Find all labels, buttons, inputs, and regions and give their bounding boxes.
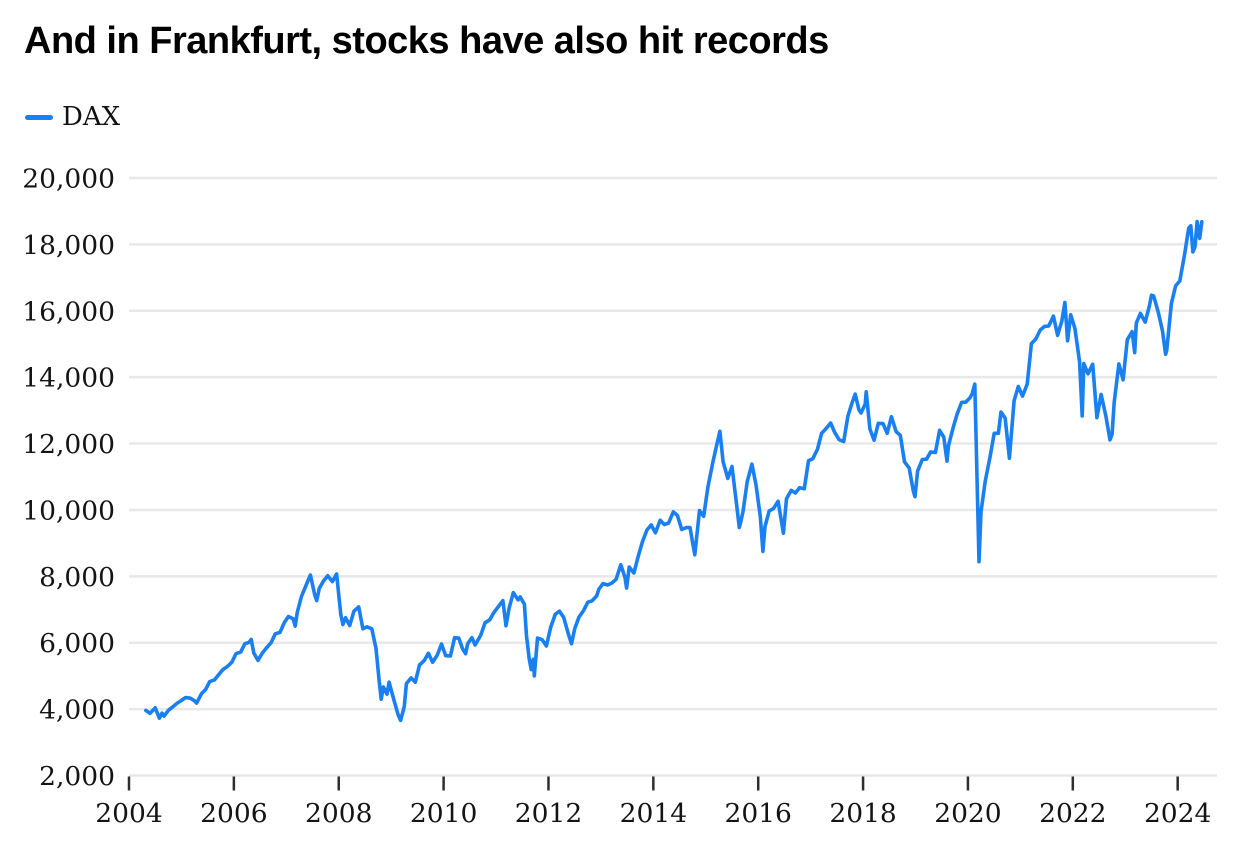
x-tick-label: 2014 xyxy=(620,798,687,829)
x-tick-label: 2006 xyxy=(200,798,267,829)
y-tick-label: 20,000 xyxy=(22,164,115,195)
y-tick-label: 14,000 xyxy=(22,363,115,394)
legend-series-label: DAX xyxy=(62,102,121,132)
y-tick-label: 6,000 xyxy=(39,628,115,659)
y-tick-label: 16,000 xyxy=(22,296,115,327)
x-tick-label: 2018 xyxy=(829,798,896,829)
x-tick-label: 2016 xyxy=(724,798,791,829)
y-tick-label: 12,000 xyxy=(22,429,115,460)
y-tick-label: 8,000 xyxy=(39,562,115,593)
y-tick-label: 10,000 xyxy=(22,495,115,526)
y-tick-label: 4,000 xyxy=(39,695,115,726)
x-tick-label: 2004 xyxy=(95,798,162,829)
legend: DAX xyxy=(25,104,120,130)
legend-line-swatch xyxy=(25,114,53,120)
x-tick-label: 2008 xyxy=(305,798,372,829)
chart-title: And in Frankfurt, stocks have also hit r… xyxy=(24,20,829,62)
dax-series-line xyxy=(144,219,1204,723)
x-tick-label: 2020 xyxy=(934,798,1001,829)
y-tick-label: 2,000 xyxy=(39,761,115,792)
x-tick-label: 2012 xyxy=(515,798,582,829)
y-tick-label: 18,000 xyxy=(22,230,115,261)
x-tick-label: 2022 xyxy=(1039,798,1106,829)
x-tick-label: 2010 xyxy=(410,798,477,829)
x-tick-label: 2024 xyxy=(1144,798,1211,829)
